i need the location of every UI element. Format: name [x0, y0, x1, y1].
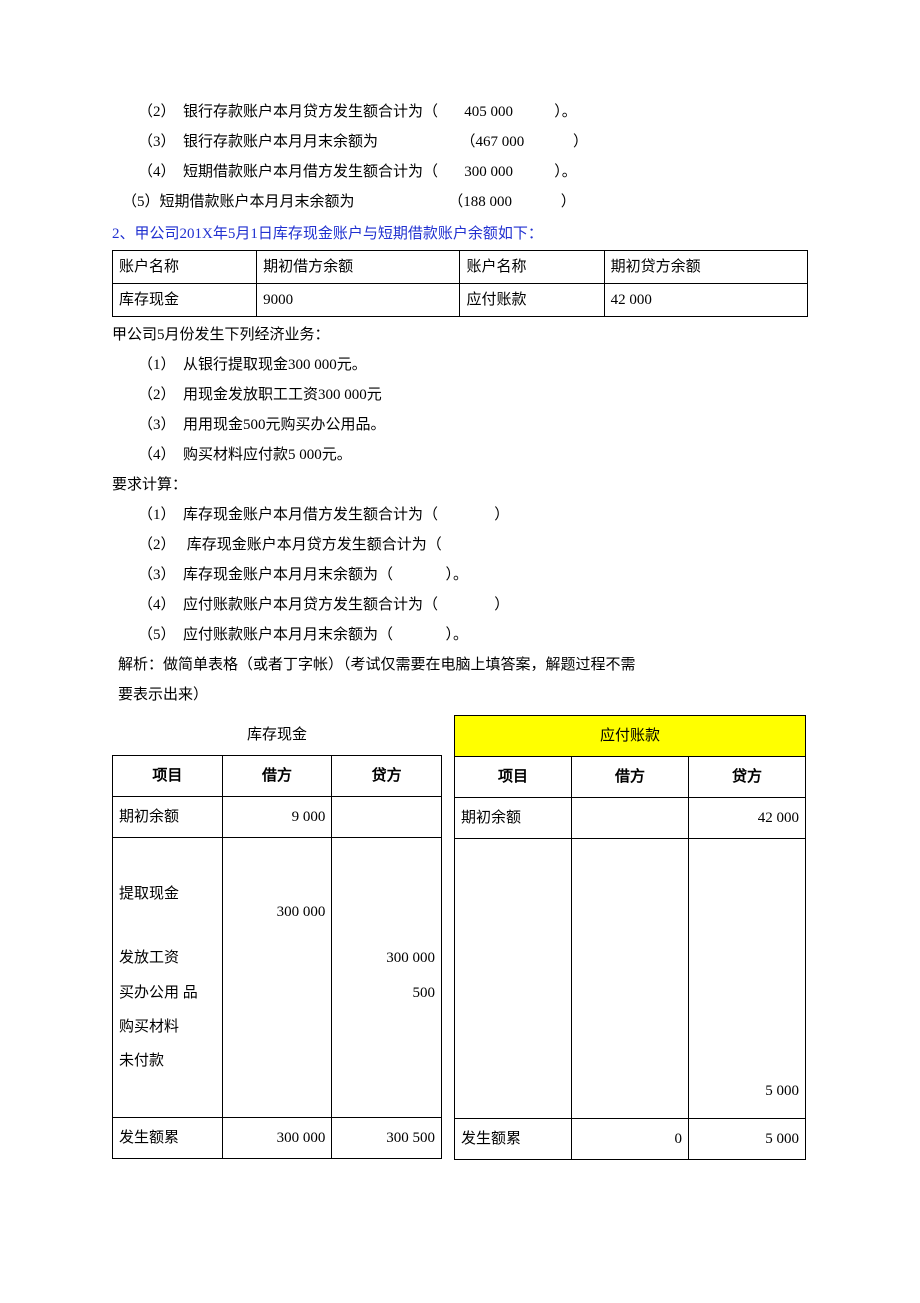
analysis-line-2: 要表示出来） [112, 683, 808, 707]
calc-item-1: （1） 库存现金账户本月借方发生额合计为（ ） [112, 503, 808, 527]
intro-header-2: 期初借方余额 [257, 251, 460, 284]
calc-item-2: （2） 库存现金账户本月贷方发生额合计为（ [112, 533, 808, 557]
cash-t-account: 库存现金 项目 借方 贷方 期初余额 9 000 提取现金 发放工资 [112, 715, 442, 1159]
calc-item-3: （3） 库存现金账户本月月末余额为（ ）。 [112, 563, 808, 587]
intro-balance-table: 账户名称 期初借方余额 账户名称 期初贷方余额 库存现金 9000 应付账款 4… [112, 250, 808, 317]
payable-total-credit: 5 000 [689, 1119, 806, 1160]
cash-entry-credit-2: 300 000 [338, 946, 435, 970]
payable-open-credit: 42 000 [689, 798, 806, 839]
cash-entry-credit-1 [338, 882, 435, 906]
cash-h-credit: 贷方 [332, 756, 442, 797]
calc-item-5: （5） 应付账款账户本月月末余额为（ ）。 [112, 623, 808, 647]
cash-entry-label-4: 购买材料 [119, 1015, 216, 1039]
payable-entry-credit-5: 5 000 [695, 1079, 799, 1103]
calc-item-4: （4） 应付账款账户本月贷方发生额合计为（ ） [112, 593, 808, 617]
payable-open-debit [572, 798, 689, 839]
cash-h-item: 项目 [113, 756, 223, 797]
cash-open-label: 期初余额 [113, 797, 223, 838]
payable-h-item: 项目 [455, 757, 572, 798]
payable-title: 应付账款 [455, 716, 806, 757]
cash-total-credit: 300 500 [332, 1118, 442, 1159]
cash-entry-label-1: 提取现金 [119, 882, 216, 906]
cash-h-debit: 借方 [222, 756, 332, 797]
payable-entries-labels [455, 839, 572, 1119]
cash-entry-debit-1: 300 000 [229, 900, 326, 924]
cash-total-debit: 300 000 [222, 1118, 332, 1159]
cash-entry-credit-5 [338, 1049, 435, 1073]
biz-item-4: （4） 购买材料应付款5 000元。 [112, 443, 808, 467]
intro-cell-4: 42 000 [604, 284, 807, 317]
cash-title: 库存现金 [113, 715, 442, 756]
answer-line-5: （5）短期借款账户本月月末余额为 （188 000 ） [112, 190, 808, 214]
biz-item-3: （3） 用用现金500元购买办公用品。 [112, 413, 808, 437]
payable-h-credit: 贷方 [689, 757, 806, 798]
cash-open-credit [332, 797, 442, 838]
calc-head: 要求计算： [112, 473, 808, 497]
payable-total-label: 发生额累 [455, 1119, 572, 1160]
cash-entry-label-5: 未付款 [119, 1049, 216, 1073]
cash-entries-credit: 300 000 500 [332, 838, 442, 1118]
intro-header-4: 期初贷方余额 [604, 251, 807, 284]
business-head: 甲公司5月份发生下列经济业务： [112, 323, 808, 347]
answer-line-4: （4） 短期借款账户本月借方发生额合计为（ 300 000 ）。 [112, 160, 808, 184]
payable-total-debit: 0 [572, 1119, 689, 1160]
payable-open-label: 期初余额 [455, 798, 572, 839]
payable-t-account: 应付账款 项目 借方 贷方 期初余额 42 000 [454, 715, 806, 1160]
intro-cell-1: 库存现金 [113, 284, 257, 317]
intro-cell-2: 9000 [257, 284, 460, 317]
payable-h-debit: 借方 [572, 757, 689, 798]
section-2-title: 2、甲公司201X年5月1日库存现金账户与短期借款账户余额如下： [112, 222, 808, 246]
cash-entry-credit-3: 500 [338, 981, 435, 1005]
cash-entries-labels: 提取现金 发放工资 买办公用 品 购买材料 未付款 [113, 838, 223, 1118]
cash-entry-label-3: 买办公用 品 [119, 981, 216, 1005]
t-account-wrapper: 库存现金 项目 借方 贷方 期初余额 9 000 提取现金 发放工资 [112, 715, 808, 1160]
biz-item-2: （2） 用现金发放职工工资300 000元 [112, 383, 808, 407]
cash-entry-credit-4 [338, 1015, 435, 1039]
analysis-line-1: 解析：做简单表格（或者丁字帐）（考试仅需要在电脑上填答案，解题过程不需 [112, 653, 808, 677]
cash-entries-debit: 300 000 [222, 838, 332, 1118]
intro-header-3: 账户名称 [460, 251, 604, 284]
cash-open-debit: 9 000 [222, 797, 332, 838]
answer-line-3: （3） 银行存款账户本月月末余额为 （467 000 ） [112, 130, 808, 154]
answer-line-2: （2） 银行存款账户本月贷方发生额合计为（ 405 000 ）。 [112, 100, 808, 124]
biz-item-1: （1） 从银行提取现金300 000元。 [112, 353, 808, 377]
cash-entry-label-2: 发放工资 [119, 946, 216, 970]
payable-entries-credit: 5 000 [689, 839, 806, 1119]
payable-entries-debit [572, 839, 689, 1119]
intro-header-1: 账户名称 [113, 251, 257, 284]
intro-cell-3: 应付账款 [460, 284, 604, 317]
cash-total-label: 发生额累 [113, 1118, 223, 1159]
